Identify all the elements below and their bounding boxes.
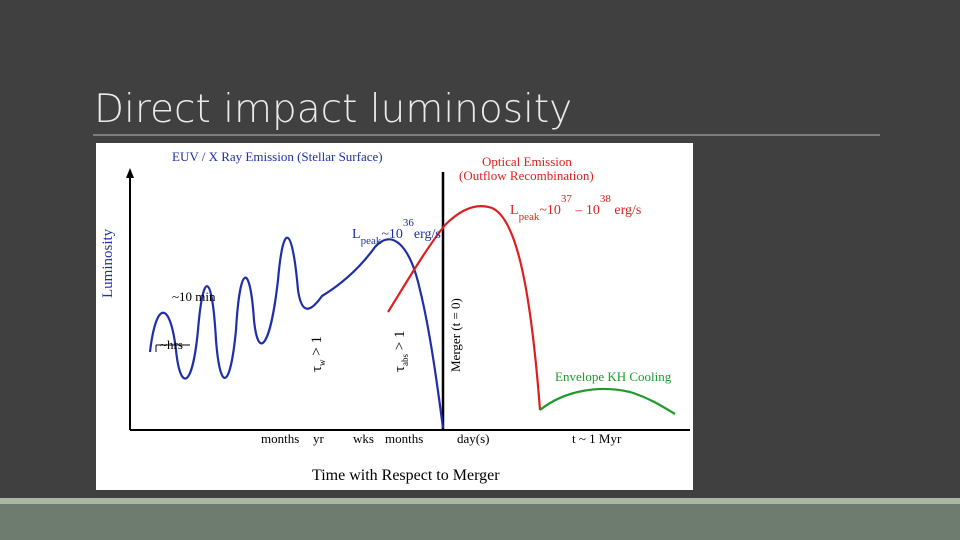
euv-label: EUV / X Ray Emission (Stellar Surface)	[172, 149, 383, 164]
x-tick-label: yr	[313, 431, 325, 446]
text-part: ~10	[539, 203, 561, 218]
tau-abs-label: τabs > 1	[392, 331, 410, 373]
hrs-bracket	[155, 344, 190, 352]
x-tick-label: months	[385, 431, 423, 446]
figure: EUV / X Ray Emission (Stellar Surface) O…	[96, 143, 693, 490]
kh-label: Envelope KH Cooling	[555, 369, 672, 384]
text-part: τ	[309, 366, 325, 372]
text-part: 38	[600, 193, 612, 205]
y-label: Luminosity	[100, 228, 116, 298]
text-part: erg/s	[611, 203, 641, 218]
euv-curve	[148, 236, 445, 429]
text-part: L	[510, 203, 519, 218]
x-tick-label: months	[261, 431, 299, 446]
text-part: 36	[403, 217, 415, 229]
text-part: > 1	[309, 336, 325, 359]
y-axis-arrow	[126, 168, 134, 178]
optical-label: Optical Emission	[482, 154, 572, 169]
x-tick-label: day(s)	[457, 431, 490, 446]
optical-curve	[387, 205, 542, 411]
text-part: L	[352, 227, 361, 242]
x-label: Time with Respect to Merger	[312, 467, 500, 484]
text-part: 37	[561, 193, 573, 205]
text-part: > 1	[392, 331, 408, 354]
text-part: w	[317, 359, 327, 366]
text-part: erg/s	[414, 227, 441, 242]
text-part: τ	[392, 366, 408, 372]
x-tick-label: t ~ 1 Myr	[572, 431, 622, 446]
text-part: abs	[400, 353, 410, 365]
figure-background	[96, 143, 693, 490]
optical-label: (Outflow Recombination)	[459, 168, 594, 183]
text-part: peak	[519, 211, 540, 223]
merger-label: Merger (t = 0)	[448, 298, 463, 372]
text-part: – 10	[572, 203, 600, 218]
optical-peak: Lpeak~1037 – 1038 erg/s	[510, 193, 641, 223]
tau-w-label: τw > 1	[309, 336, 327, 372]
euv-peak: Lpeak~1036erg/s	[352, 217, 441, 247]
kh-curve	[539, 387, 676, 415]
text-part: ~10	[381, 227, 403, 242]
hrs-label: ~hrs	[160, 337, 183, 352]
footer-stripe	[0, 498, 960, 504]
slide-title: Direct impact luminosity	[94, 87, 572, 132]
x-tick-label: wks	[353, 431, 374, 446]
footer-band	[0, 504, 960, 540]
text-part: peak	[361, 235, 382, 247]
ten-min-label: ~10 min	[172, 289, 216, 304]
